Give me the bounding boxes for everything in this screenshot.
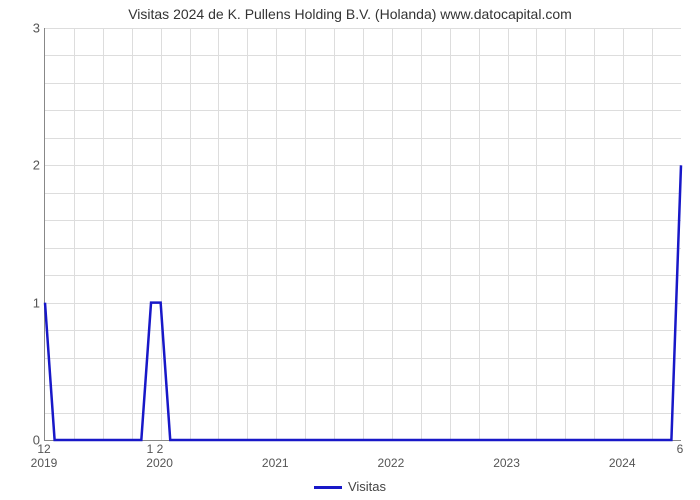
y-tick-2: 2	[10, 158, 40, 173]
x-tick-2022: 2022	[378, 456, 405, 470]
chart-container: Visitas 2024 de K. Pullens Holding B.V. …	[0, 0, 700, 500]
y-tick-1: 1	[10, 295, 40, 310]
legend: Visitas	[0, 479, 700, 494]
x-tick-2023: 2023	[493, 456, 520, 470]
data-point-label: 6	[677, 442, 684, 456]
series-line-visitas	[45, 165, 681, 440]
chart-svg	[45, 28, 681, 440]
y-tick-0: 0	[10, 433, 40, 448]
legend-line-icon	[314, 486, 342, 489]
x-tick-2021: 2021	[262, 456, 289, 470]
chart-title: Visitas 2024 de K. Pullens Holding B.V. …	[0, 6, 700, 22]
legend-label: Visitas	[348, 479, 386, 494]
x-tick-2019: 2019	[31, 456, 58, 470]
y-tick-3: 3	[10, 21, 40, 36]
data-point-label: 1 2	[147, 442, 164, 456]
data-point-label: 12	[37, 442, 50, 456]
x-tick-2020: 2020	[146, 456, 173, 470]
x-tick-2024: 2024	[609, 456, 636, 470]
plot-area	[44, 28, 681, 441]
